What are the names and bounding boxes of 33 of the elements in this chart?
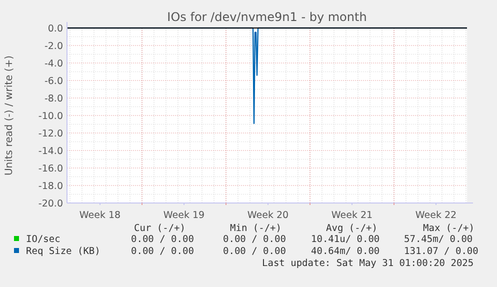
text: Cur (-/+) (134, 223, 186, 234)
text: 131.07 / 0.00 (404, 246, 479, 257)
y-tick-label: -18.0 (38, 180, 63, 192)
x-tick-label: Week 20 (247, 210, 289, 221)
chart-title: IOs for /dev/nvme9n1 - by month (167, 10, 367, 24)
x-tick-label: Week 21 (331, 210, 373, 221)
y-tick-label: -2.0 (44, 40, 63, 52)
text: 0.00 / 0.00 (223, 246, 286, 257)
x-tick-label: Week 18 (79, 210, 121, 221)
text: 10.41u/ 0.00 (311, 234, 380, 245)
text: Min (-/+) (230, 223, 282, 234)
text: 0.00 / 0.00 (131, 234, 194, 245)
y-tick-label: -12.0 (38, 128, 63, 140)
y-axis-title: Units read (-) / write (+) (4, 55, 15, 176)
text: Max (-/+) (423, 223, 474, 234)
y-tick-label: -16.0 (38, 163, 63, 174)
y-tick-label: 0.0 (48, 23, 63, 34)
y-tick-label: -10.0 (38, 110, 63, 122)
text: 57.45m/ 0.00 (404, 234, 473, 245)
y-tick-label: -6.0 (44, 76, 63, 87)
text: 0.00 / 0.00 (131, 246, 194, 257)
text: Last update: Sat May 31 01:00:20 2025 (262, 258, 474, 269)
legend-label: IO/sec (26, 234, 60, 245)
text: Avg (-/+) (326, 223, 378, 234)
y-tick-label: -20.0 (38, 198, 63, 210)
x-tick-label: Week 19 (163, 210, 205, 221)
y-tick-label: -4.0 (44, 58, 63, 70)
legend-label: Req Size (KB) (26, 246, 100, 257)
y-tick-label: -8.0 (44, 93, 63, 104)
text: 0.00 / 0.00 (223, 234, 286, 245)
y-tick-label: -14.0 (38, 146, 63, 157)
text: 40.64m/ 0.00 (311, 246, 380, 257)
x-tick-label: Week 22 (415, 210, 457, 221)
